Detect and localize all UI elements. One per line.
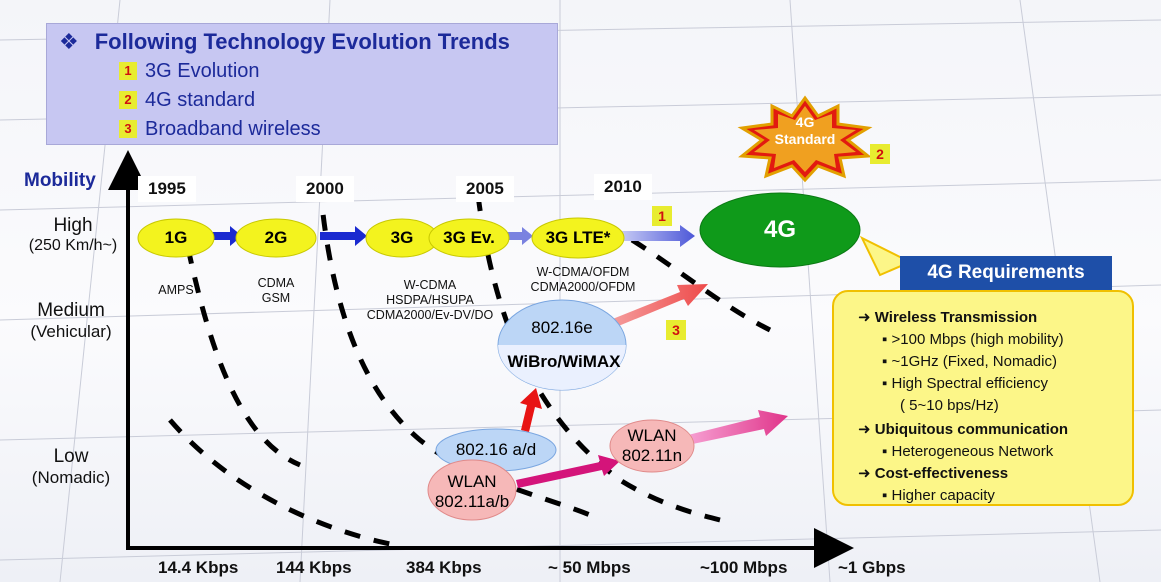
wlan-n-ellipse [609, 419, 695, 473]
arrow-bullet-icon: ➜ [858, 309, 875, 326]
requirements-title: 4G Requirements [900, 256, 1112, 290]
x-tick-2: 144 Kbps [276, 558, 352, 577]
standard-burst-label: 4G Standard [774, 114, 836, 147]
tech-label-ofdm: W-CDMA/OFDM CDMA2000/OFDM [530, 265, 636, 294]
x-tick-6: ~1 Gbps [838, 558, 906, 577]
tech-label-amps: AMPS [158, 283, 194, 297]
ieee80216ad-label: 802.16 a/d [455, 440, 537, 459]
requirements-box [832, 290, 1134, 506]
wimax-label-bottom: WiBro/WiMAX [507, 352, 621, 371]
wimax-label-top: 802.16e [531, 318, 593, 337]
req-item: ▪ Heterogeneous Network [882, 443, 1054, 460]
req-heading-wireless: ➜ Wireless Transmission [858, 309, 1038, 326]
wlan-ab-label: WLAN 802.11a/b [434, 472, 510, 511]
year-2005: 2005 [456, 176, 514, 202]
year-1995: 1995 [138, 176, 196, 202]
y-level-low: Low (Nomadic) [31, 446, 111, 487]
req-heading-cost: ➜ Cost-effectiveness [858, 465, 1009, 482]
y-axis-title: Mobility [24, 170, 96, 191]
node-4g-ellipse [699, 192, 861, 268]
requirements-callout-tail [859, 235, 913, 277]
arrow-bullet-icon: ➜ [858, 421, 875, 438]
node-3g: 3G [390, 228, 414, 247]
x-tick-1: 14.4 Kbps [158, 558, 239, 577]
node-2g: 2G [264, 228, 288, 247]
evolution-curves [168, 184, 772, 548]
curve-3gev [475, 194, 721, 523]
req-item: ▪ >100 Mbps (high mobility) [882, 331, 1064, 348]
curve-2g [185, 247, 301, 468]
x-tick-4: ~ 50 Mbps [548, 558, 631, 577]
tech-label-cdma-gsm: CDMA GSM [257, 276, 295, 305]
req-item: ▪ High Spectral efficiency [882, 375, 1048, 392]
curve-1g [168, 418, 396, 548]
y-level-high: High (250 Km/h~) [28, 215, 118, 254]
y-level-medium: Medium (Vehicular) [30, 300, 112, 341]
node-1g: 1G [164, 228, 188, 247]
node-3g-lte: 3G LTE* [545, 228, 611, 247]
node-4g: 4G [763, 216, 796, 243]
req-item: ▪ ~1GHz (Fixed, Nomadic) [882, 353, 1057, 370]
legend-item-3: 3 Broadband wireless [119, 118, 321, 141]
arrow-bullet-icon: ➜ [858, 465, 875, 482]
legend-box: ❖ Following Technology Evolution Trends 1… [46, 23, 558, 145]
x-tick-5: ~100 Mbps [700, 558, 788, 577]
legend-item-2: 2 4G standard [119, 89, 255, 112]
legend-item-1: 1 3G Evolution [119, 60, 260, 83]
req-heading-ubiquitous: ➜ Ubiquitous communication [858, 421, 1069, 438]
wlan-n-label: WLAN 802.11n [621, 426, 683, 465]
req-item: ( 5~10 bps/Hz) [900, 397, 999, 414]
badge-standard: 2 [870, 144, 890, 164]
badge-lte: 1 [652, 206, 672, 226]
year-2010: 2010 [594, 174, 652, 200]
node-3g-ev: 3G Ev. [443, 228, 495, 247]
year-2000: 2000 [296, 176, 354, 202]
x-tick-3: 384 Kbps [406, 558, 482, 577]
tech-label-wcdma: W-CDMA HSDPA/HSUPA CDMA2000/Ev-DV/DO [366, 278, 494, 322]
legend-title: ❖ Following Technology Evolution Trends [59, 29, 510, 54]
wlan-ab-ellipse [427, 459, 517, 521]
req-item: ▪ Higher capacity [882, 487, 995, 504]
generation-ellipses [137, 217, 625, 259]
badge-wimax: 3 [666, 320, 686, 340]
curve-3g [317, 184, 591, 518]
